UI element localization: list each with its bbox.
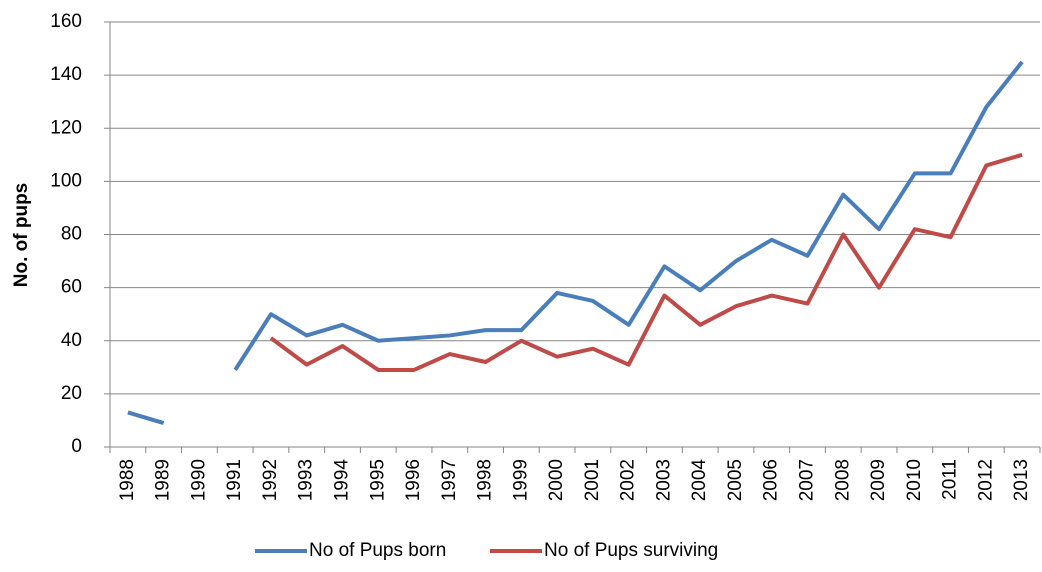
series-line xyxy=(269,152,1023,372)
legend-label: No of Pups born xyxy=(309,540,446,561)
x-tick-label: 1992 xyxy=(260,459,281,501)
x-tick-label: 2006 xyxy=(761,459,782,501)
x-tick-label: 2000 xyxy=(546,459,567,501)
x-tick-label: 2001 xyxy=(582,459,603,501)
x-tick-label: 1996 xyxy=(403,459,424,501)
x-tick-label: 2003 xyxy=(653,459,674,501)
x-tick-label: 2005 xyxy=(725,459,746,501)
x-tick-label: 1994 xyxy=(332,459,353,502)
x-tick-label: 1998 xyxy=(475,459,496,501)
x-tick-label: 1989 xyxy=(153,459,174,501)
x-tick-label: 1991 xyxy=(224,459,245,501)
x-tick-label: 1990 xyxy=(188,459,209,501)
legend-label: No of Pups surviving xyxy=(544,540,718,561)
y-axis-label: No. of pups xyxy=(11,183,32,287)
x-tick-label: 2007 xyxy=(797,459,818,501)
y-tick-label: 160 xyxy=(50,11,82,32)
y-tick-label: 0 xyxy=(71,436,82,457)
x-tick-label: 2010 xyxy=(904,459,925,501)
x-tick-label: 1988 xyxy=(117,459,138,501)
x-tick-label: 1997 xyxy=(439,459,460,501)
x-tick-label: 2002 xyxy=(618,459,639,501)
y-tick-label: 80 xyxy=(61,224,82,245)
x-tick-label: 1993 xyxy=(296,459,317,501)
y-tick-label: 140 xyxy=(50,64,82,85)
x-tick-label: 1999 xyxy=(510,459,531,501)
x-tick-label: 2012 xyxy=(975,459,996,501)
x-tick-label: 2009 xyxy=(868,459,889,501)
y-tick-label: 120 xyxy=(50,117,82,138)
x-tick-label: 2008 xyxy=(832,459,853,501)
series-line xyxy=(127,60,1024,426)
x-tick-label: 2013 xyxy=(1011,459,1032,501)
y-tick-label: 100 xyxy=(50,170,82,191)
y-tick-label: 40 xyxy=(61,330,82,351)
y-tick-label: 60 xyxy=(61,277,82,298)
x-tick-label: 1995 xyxy=(367,459,388,501)
x-tick-label: 2004 xyxy=(689,459,710,502)
x-tick-label: 2011 xyxy=(940,459,961,500)
y-tick-label: 20 xyxy=(61,383,82,404)
